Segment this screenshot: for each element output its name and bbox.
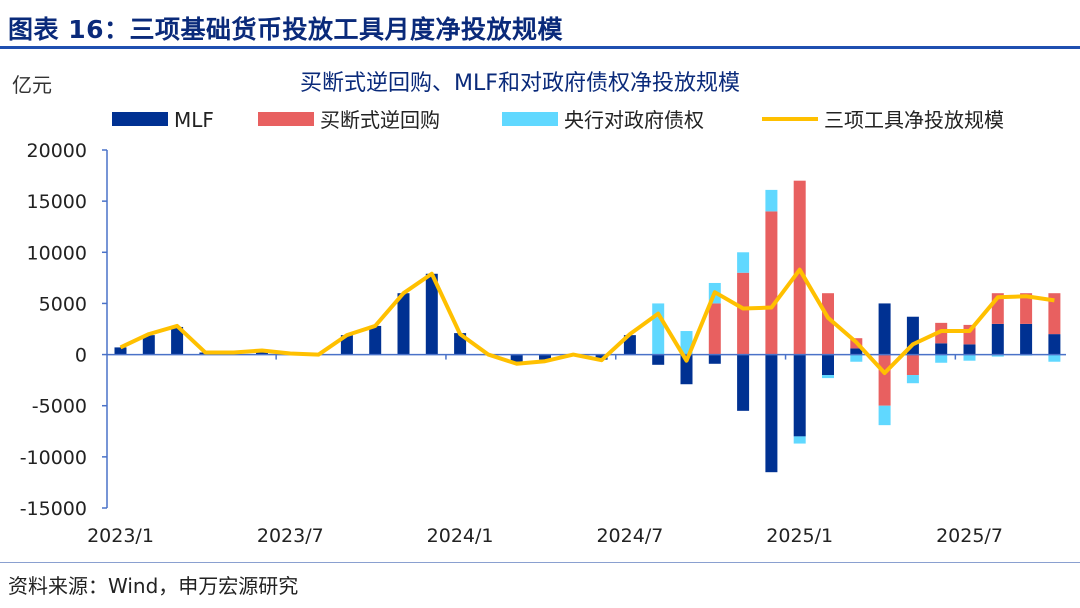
bar-mlf — [708, 354, 721, 364]
bar-govt-claims — [850, 354, 863, 362]
bar-govt-claims — [822, 375, 834, 379]
x-tick-label: 2023/7 — [257, 525, 324, 547]
y-tick-label: 15000 — [27, 191, 87, 213]
title-rule — [0, 46, 1080, 49]
source-divider — [0, 562, 1080, 563]
bar-outright-repo — [878, 354, 891, 406]
bar-outright-repo — [822, 293, 834, 355]
bar-govt-claims — [963, 354, 976, 361]
bar-govt-claims — [737, 252, 750, 273]
x-tick-label: 2024/7 — [596, 525, 663, 547]
bar-mlf — [510, 354, 523, 362]
y-tick-label: -10000 — [20, 447, 87, 469]
legend-swatch — [502, 112, 558, 126]
legend-swatch — [258, 112, 314, 126]
y-tick-label: 20000 — [27, 140, 87, 162]
y-axis-unit: 亿元 — [12, 73, 52, 97]
bar-outright-repo — [765, 211, 778, 355]
bar-outright-repo — [906, 354, 919, 376]
x-tick-label: 2025/7 — [936, 525, 1003, 547]
source-note: 资料来源：Wind，申万宏源研究 — [8, 574, 299, 598]
legend-label: 买断式逆回购 — [320, 108, 440, 132]
bar-mlf — [822, 354, 834, 376]
figure-title: 图表 16：三项基础货币投放工具月度净投放规模 — [8, 15, 563, 44]
legend-label: 央行对政府债权 — [564, 108, 704, 132]
y-tick-label: -15000 — [20, 498, 87, 520]
bar-govt-claims — [1048, 354, 1061, 362]
legend-label: 三项工具净投放规模 — [824, 108, 1004, 132]
bar-mlf — [595, 354, 608, 360]
y-tick-label: 5000 — [39, 293, 87, 315]
bar-govt-claims — [906, 375, 919, 384]
bar-outright-repo — [737, 272, 750, 355]
bar-outright-repo — [793, 180, 806, 355]
bar-outright-repo — [1048, 293, 1061, 335]
bar-mlf — [765, 354, 778, 473]
x-tick-label: 2024/1 — [427, 525, 494, 547]
legend-label: MLF — [174, 108, 214, 132]
bar-mlf — [793, 354, 806, 437]
bar-govt-claims — [652, 303, 665, 355]
bar-mlf — [652, 354, 665, 365]
bar-mlf — [171, 326, 184, 355]
line-total-net-injection — [119, 267, 1055, 375]
y-tick-label: -5000 — [32, 396, 87, 418]
bar-mlf — [397, 293, 410, 355]
bar-mlf — [369, 325, 382, 355]
bar-mlf — [425, 273, 438, 355]
bar-mlf — [963, 344, 976, 355]
bar-govt-claims — [991, 354, 1004, 357]
bar-mlf — [256, 351, 268, 355]
bar-mlf — [878, 303, 891, 355]
bar-mlf — [1048, 334, 1061, 355]
y-tick-label: 10000 — [27, 242, 87, 264]
bar-mlf — [737, 354, 750, 411]
legend-swatch — [112, 112, 168, 126]
bar-mlf — [142, 335, 155, 355]
chart-title: 买断式逆回购、MLF和对政府债权净投放规模 — [300, 71, 740, 96]
bar-govt-claims — [765, 189, 778, 212]
bar-govt-claims — [793, 436, 806, 444]
bar-govt-claims — [935, 354, 948, 363]
x-tick-label: 2025/1 — [766, 525, 833, 547]
bar-govt-claims — [878, 405, 891, 426]
y-tick-label: 0 — [75, 345, 87, 367]
bar-mlf — [1020, 323, 1033, 355]
bar-mlf — [539, 354, 551, 360]
bar-mlf — [340, 335, 353, 355]
bar-outright-repo — [708, 303, 721, 355]
bar-mlf — [850, 348, 863, 355]
bar-mlf — [991, 323, 1004, 355]
bar-mlf — [680, 354, 693, 385]
bar-mlf — [623, 335, 636, 355]
x-tick-label: 2023/1 — [87, 525, 154, 547]
bar-outright-repo — [1020, 293, 1033, 324]
bar-mlf — [114, 347, 127, 355]
chart: 买断式逆回购、MLF和对政府债权净投放规模 亿元 MLF 买断式逆回购 央行对政府债权 三… — [12, 71, 1066, 547]
bar-mlf — [935, 343, 948, 355]
